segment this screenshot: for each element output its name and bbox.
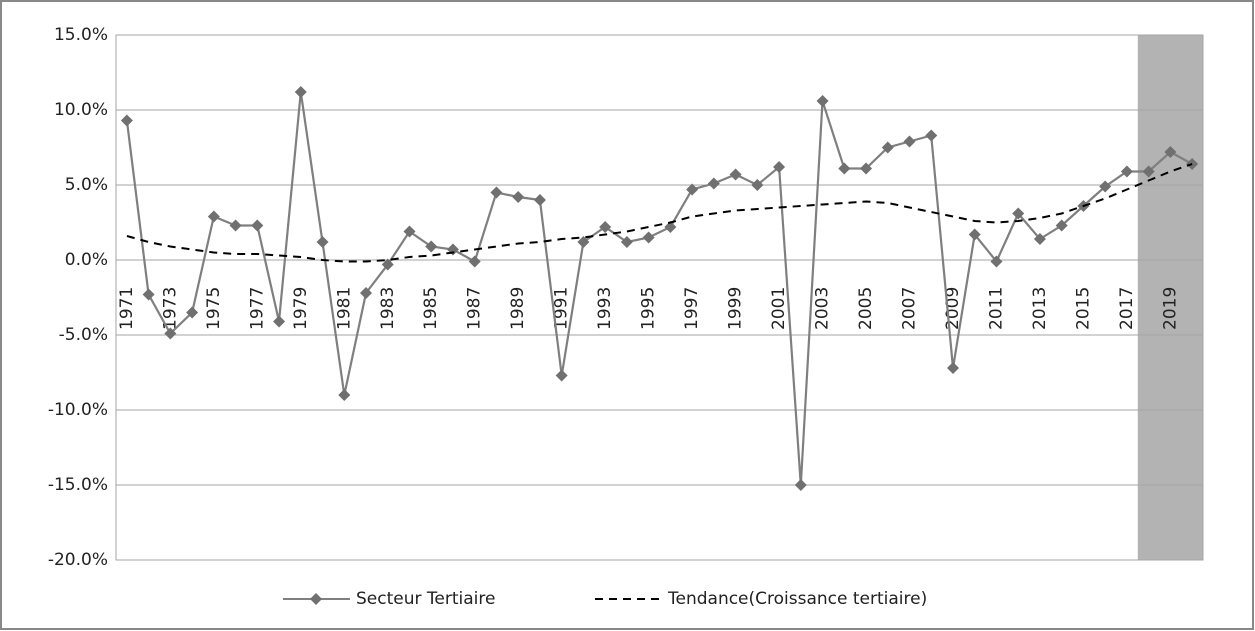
y-tick-label: -20.0% <box>48 550 108 570</box>
data-point <box>512 191 525 203</box>
x-tick-label: 1971 <box>117 287 137 330</box>
y-tick-label: -15.0% <box>48 475 108 495</box>
data-point <box>403 225 416 238</box>
x-tick-label: 2005 <box>856 287 876 330</box>
legend-label: Secteur Tertiaire <box>356 589 495 609</box>
data-point <box>1164 146 1177 158</box>
x-tick-label: 1993 <box>595 287 615 330</box>
data-point <box>381 258 394 271</box>
data-point <box>707 177 720 190</box>
data-point <box>360 287 373 299</box>
y-tick-label: 0.0% <box>65 250 108 270</box>
x-tick-label: 1991 <box>552 287 572 330</box>
data-point <box>925 129 938 142</box>
y-tick-label: 15.0% <box>54 25 108 45</box>
data-point <box>751 179 764 191</box>
data-point <box>816 95 829 107</box>
x-tick-label: 1983 <box>378 287 398 330</box>
data-point <box>1033 233 1046 245</box>
data-point <box>425 240 438 253</box>
data-point <box>468 255 481 268</box>
data-point <box>1099 180 1112 193</box>
data-point <box>599 221 612 233</box>
data-point <box>642 231 655 244</box>
data-point <box>142 288 155 301</box>
data-point <box>664 221 677 233</box>
x-tick-label: 2001 <box>769 287 789 330</box>
data-point <box>555 369 568 382</box>
legend-label: Tendance(Croissance tertiaire) <box>667 589 927 609</box>
x-tick-label: 1973 <box>160 287 180 330</box>
trend-line <box>126 163 1193 263</box>
data-point <box>946 362 959 374</box>
data-point <box>620 236 633 248</box>
data-point <box>1142 165 1155 178</box>
data-point <box>207 210 220 223</box>
x-tick-label: 2003 <box>813 287 833 330</box>
data-point <box>968 228 981 241</box>
x-tick-label: 2015 <box>1073 287 1093 330</box>
data-point <box>338 389 351 401</box>
x-tick-label: 1989 <box>508 287 528 330</box>
data-point <box>273 315 286 328</box>
data-point <box>1120 165 1133 178</box>
data-point <box>686 183 699 196</box>
data-point <box>294 86 307 98</box>
data-point <box>164 327 177 340</box>
data-point <box>1055 219 1068 232</box>
x-tick-label: 2019 <box>1160 287 1180 330</box>
x-tick-label: 1997 <box>682 287 702 330</box>
data-point <box>229 219 242 232</box>
x-tick-label: 1987 <box>465 287 485 330</box>
data-point <box>860 162 873 175</box>
legend-marker <box>310 593 322 605</box>
data-point <box>990 255 1003 268</box>
x-tick-label: 1995 <box>639 287 659 330</box>
x-tick-label: 2007 <box>900 287 920 330</box>
x-tick-label: 1979 <box>291 287 311 330</box>
data-point <box>186 306 199 319</box>
plot-frame <box>115 34 1204 561</box>
x-tick-label: 1999 <box>726 287 746 330</box>
x-tick-label: 2011 <box>986 287 1006 330</box>
x-tick-label: 1981 <box>334 287 354 330</box>
y-tick-label: -5.0% <box>59 325 108 345</box>
x-tick-label: 1977 <box>247 287 267 330</box>
data-point <box>838 162 851 175</box>
x-tick-label: 2017 <box>1117 287 1137 330</box>
x-tick-label: 1985 <box>421 287 441 330</box>
x-tick-label: 2013 <box>1030 287 1050 330</box>
y-tick-label: 10.0% <box>54 100 108 120</box>
data-point <box>1012 207 1025 220</box>
data-point <box>1186 158 1199 170</box>
data-point <box>577 236 590 248</box>
data-point <box>251 219 264 232</box>
highlight-band <box>1137 35 1203 560</box>
data-point <box>881 141 894 154</box>
data-point <box>316 236 329 248</box>
data-point <box>490 186 503 199</box>
data-point <box>773 161 786 173</box>
x-tick-label: 1975 <box>204 287 224 330</box>
data-point <box>533 194 546 206</box>
data-point <box>120 114 133 127</box>
data-point <box>903 135 916 148</box>
data-point <box>729 168 742 181</box>
y-tick-label: -10.0% <box>48 400 108 420</box>
data-point <box>794 479 807 491</box>
y-tick-label: 5.0% <box>65 175 108 195</box>
